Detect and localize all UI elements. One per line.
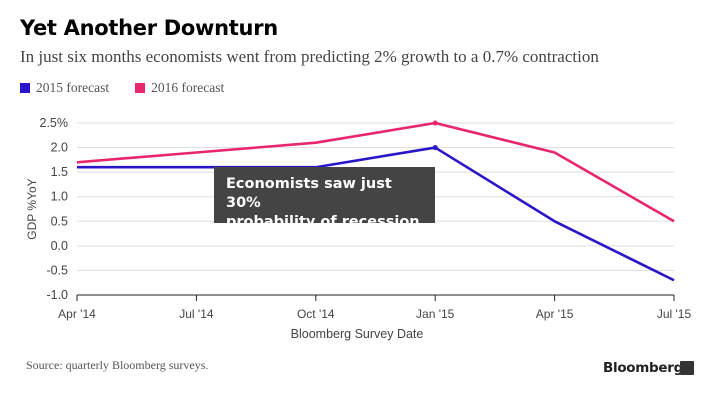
callout-line-1: Economists saw just 30% (226, 176, 392, 211)
legend-label-2016: 2016 forecast (151, 80, 225, 95)
y-tick-label: 0.0 (51, 239, 68, 253)
chart-title: Yet Another Downturn (20, 16, 278, 40)
callout-line-2: probability of recession (226, 214, 420, 230)
x-tick-label: Jan '15 (416, 307, 455, 321)
y-tick-label: 2.0 (51, 141, 68, 155)
legend: 2015 forecast 2016 forecast (20, 80, 224, 96)
y-tick-label: 2.5% (40, 116, 69, 130)
chart-subtitle: In just six months economists went from … (20, 47, 599, 66)
bloomberg-logo: Bloomberg (603, 360, 683, 376)
y-tick-label: 0.5 (51, 214, 68, 228)
legend-swatch-2015 (20, 83, 30, 93)
legend-swatch-2016 (135, 83, 146, 93)
chart-icon (680, 361, 694, 375)
x-tick-label: Oct '14 (297, 307, 335, 321)
x-tick-label: Jul '15 (657, 307, 692, 321)
legend-item-2016: 2016 forecast (135, 80, 224, 96)
x-tick-label: Jul '14 (179, 307, 214, 321)
y-axis-label: GDP %YoY (25, 178, 39, 239)
legend-label-2015: 2015 forecast (36, 80, 110, 95)
x-axis-label: Bloomberg Survey Date (291, 327, 424, 341)
data-point (432, 120, 438, 126)
x-tick-label: Apr '15 (536, 307, 574, 321)
x-tick-label: Apr '14 (58, 307, 96, 321)
y-tick-label: -1.0 (46, 288, 68, 302)
data-point (432, 145, 438, 151)
y-tick-label: 1.5 (51, 165, 68, 179)
source-note: Source: quarterly Bloomberg surveys. (26, 358, 209, 372)
series-line-2015-forecast (77, 146, 675, 282)
recession-callout: Economists saw just 30% probability of r… (214, 167, 435, 230)
series-line-2016-forecast (76, 121, 675, 223)
legend-item-2015: 2015 forecast (20, 80, 109, 96)
y-tick-label: -0.5 (46, 263, 68, 277)
y-tick-label: 1.0 (51, 190, 68, 204)
